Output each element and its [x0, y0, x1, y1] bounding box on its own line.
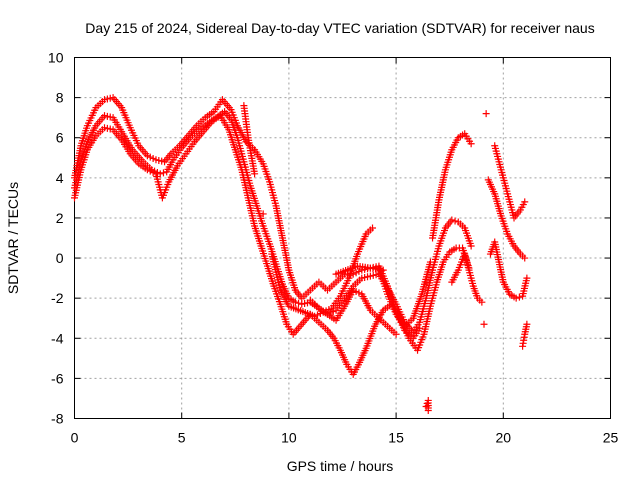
- x-axis-label: GPS time / hours: [287, 458, 394, 474]
- x-tick-label: 0: [71, 430, 79, 446]
- data-point: [515, 293, 523, 301]
- data-point: [467, 140, 475, 148]
- y-axis-label: SDTVAR / TECUs: [5, 182, 21, 294]
- data-point: [478, 298, 486, 306]
- data-point: [523, 274, 531, 282]
- y-tick-label: -6: [51, 370, 64, 386]
- data-point: [512, 294, 520, 302]
- data-point: [392, 330, 400, 338]
- x-tick-label: 20: [496, 430, 512, 446]
- series-track-f: [306, 110, 490, 414]
- data-point: [295, 299, 303, 307]
- axis-ticks: [74, 57, 611, 419]
- data-point: [426, 258, 434, 266]
- data-point: [379, 266, 387, 274]
- y-tick-label: 2: [56, 210, 64, 226]
- series-track-e: [448, 142, 531, 350]
- y-tick-label: 4: [56, 170, 64, 186]
- series-track-a: [71, 108, 475, 336]
- x-tick-label: 5: [178, 430, 186, 446]
- x-tick-label: 10: [281, 430, 297, 446]
- y-tick-label: -4: [51, 330, 64, 346]
- series-track-b: [71, 94, 475, 342]
- y-tick-labels: -8 -6 -4 -2 0 2 4 6 8 10: [48, 50, 64, 427]
- data-point: [251, 170, 259, 178]
- y-tick-label: 0: [56, 250, 64, 266]
- y-tick-label: 6: [56, 130, 64, 146]
- data-point: [467, 242, 475, 250]
- data-point: [259, 210, 267, 218]
- data-point: [451, 217, 459, 225]
- y-tick-label: -8: [51, 411, 64, 427]
- series-track-d: [240, 102, 434, 330]
- data-point: [523, 320, 531, 328]
- x-tick-label: 25: [603, 430, 619, 446]
- data-point: [521, 254, 529, 262]
- data-point: [424, 406, 432, 414]
- data-marks: [71, 94, 531, 414]
- x-tick-label: 15: [388, 430, 404, 446]
- data-point: [482, 110, 490, 118]
- data-point: [448, 216, 456, 224]
- chart-title: Day 215 of 2024, Sidereal Day-to-day VTE…: [85, 20, 594, 36]
- y-tick-label: 8: [56, 90, 64, 106]
- data-point: [521, 198, 529, 206]
- data-point: [159, 169, 167, 177]
- y-tick-label: -2: [51, 290, 64, 306]
- data-point: [416, 324, 424, 332]
- data-point: [480, 320, 488, 328]
- plot-frame: [74, 57, 611, 419]
- x-tick-labels: 0 5 10 15 20 25: [71, 430, 619, 446]
- y-tick-label: 10: [48, 50, 64, 66]
- data-point: [291, 298, 299, 306]
- grid-lines: [74, 57, 611, 419]
- data-point: [369, 224, 377, 232]
